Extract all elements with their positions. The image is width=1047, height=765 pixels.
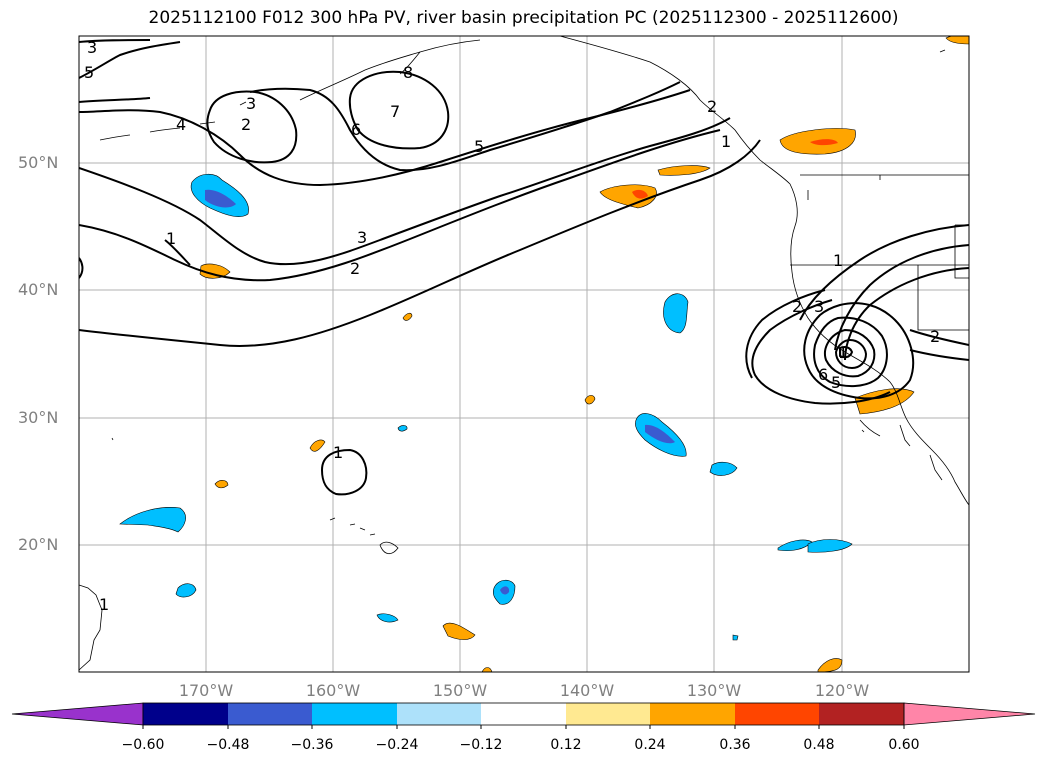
contour-label: 1 [721,132,731,151]
contour-label: 1 [99,595,109,614]
lon-label: 160°W [305,681,361,700]
contour-label: 7 [390,102,400,121]
contour-label-group: 3 5 4 3 2 6 7 8 5 1 1 3 2 1 1 2 3 2 1 5 … [84,38,940,614]
lat-label: 20°N [18,535,59,554]
colorbar-segment [650,703,735,725]
colorbar-tick-label: −0.60 [121,737,165,753]
lon-label: 140°W [559,681,615,700]
precip-shading [119,36,969,672]
contour-label: 1 [333,443,343,462]
contour-label: 2 [241,115,251,134]
map-frame [78,35,970,673]
contour-label: 3 [87,38,97,57]
colorbar-segment [143,703,228,725]
contour-label: 1 [166,229,176,248]
contour-label: 8 [403,63,413,82]
pv-contours [79,39,969,496]
colorbar-tick-label: 0.36 [719,737,751,753]
contour-label: 4 [176,115,186,134]
contour-label: 3 [246,94,256,113]
contour-label: 6 [818,365,828,384]
contour-label: 2 [792,297,802,316]
colorbar-tick-label: −0.48 [206,737,250,753]
lat-label: 30°N [18,408,59,427]
contour-label: 1 [838,343,848,362]
coastlines [79,36,969,671]
colorbar-tick-label: 0.12 [550,737,582,753]
lat-label: 50°N [18,153,59,172]
colorbar-tick-label: −0.24 [375,737,419,753]
contour-label: 3 [357,228,367,247]
colorbar-tick-label: −0.12 [459,737,503,753]
contour-label: 1 [833,251,843,270]
lat-label: 40°N [18,280,59,299]
colorbar-segment [735,703,819,725]
lon-label: 170°W [178,681,234,700]
lon-label: 130°W [686,681,742,700]
contour-label: 2 [707,97,717,116]
contour-label: 2 [930,327,940,346]
colorbar [11,702,1036,729]
colorbar-segment [481,703,566,725]
colorbar-tick-label: −0.36 [290,737,334,753]
colorbar-tick-label: 0.48 [803,737,835,753]
map-title: 2025112100 F012 300 hPa PV, river basin … [148,8,899,28]
contour-label: 5 [831,373,841,392]
contour-label: 6 [351,120,361,139]
colorbar-tick-label: 0.60 [888,737,920,753]
colorbar-tick-label: 0.24 [634,737,666,753]
contour-label: 5 [474,137,484,156]
colorbar-segment [228,703,312,725]
colorbar-segment [312,703,397,725]
contour-label: 3 [814,297,824,316]
lon-label: 120°W [814,681,870,700]
lon-label: 150°W [432,681,488,700]
colorbar-extend-left [11,702,144,726]
colorbar-extend-right [903,702,1036,726]
colorbar-segment [397,703,481,725]
colorbar-segment [819,703,904,725]
colorbar-segment [566,703,650,725]
contour-label: 5 [84,63,94,82]
contour-label: 2 [350,259,360,278]
